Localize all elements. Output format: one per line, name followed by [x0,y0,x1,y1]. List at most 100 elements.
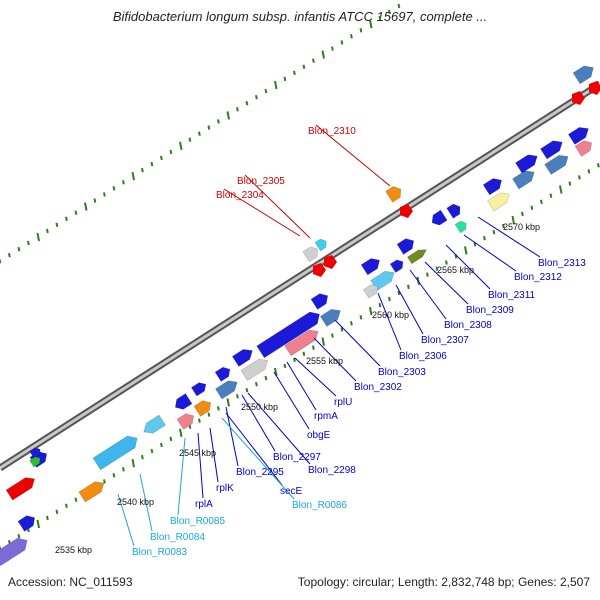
ring-dash [530,205,534,211]
ring-dash [103,192,106,197]
ring-dash [359,28,363,33]
gene-label: Blon_2297 [273,452,321,463]
ring-dash [283,363,287,369]
gene-features [0,65,600,566]
gene-label: Blon_2303 [378,367,426,378]
ring-dash [388,9,391,15]
ring-dash [55,509,59,515]
ring-dash [274,80,278,90]
ring-dash [46,515,49,521]
label-leader [177,437,186,516]
ring-dash [597,163,600,168]
ring-dash [378,302,382,308]
label-leader [223,188,301,237]
ring-dash [245,101,249,106]
ring-dash [8,253,11,258]
gene-feature [540,140,563,160]
ring-dash [492,229,496,235]
label-leader [139,473,153,532]
ring-dash [435,266,439,271]
gene-label: rplA [195,499,213,510]
map-title: Bifidobacterium longum subsp. infantis A… [112,9,488,24]
ring-dash [226,111,230,120]
ring-dash [397,290,401,296]
ring-dash [160,155,163,161]
gene-labels: Blon_2310 Blon_2305 Blon_2304 Blon_2313 Blon… [132,126,586,558]
ring-dash [397,3,401,9]
gene-feature [0,537,28,566]
gene-label: rpmA [314,411,338,422]
ring-dash [141,167,144,173]
gene-feature [314,238,327,252]
ring-dash [74,497,78,502]
gene-feature [5,477,35,501]
gene-feature [567,127,589,145]
label-leader-lines [117,124,541,547]
ring-dash [17,246,21,252]
ring-dash [27,240,30,246]
tick-label: 2545 kbp [179,448,216,458]
label-leader [117,493,135,547]
ring-dash [236,107,239,112]
ring-dash [93,198,97,203]
gene-feature [78,481,105,503]
ring-dash [321,50,325,59]
tick-label: 2540 kbp [117,497,154,507]
rrna-feature [313,263,326,277]
ring-dash [46,228,49,234]
label-leader [294,357,337,397]
ring-dash [65,503,68,508]
gene-feature [191,382,207,397]
ring-dash [74,210,78,215]
ring-dash [378,15,382,21]
gene-feature [363,284,379,299]
gene-label: obgE [307,430,331,441]
gene-feature [240,358,269,381]
label-leader [445,244,491,290]
gene-label: secE [280,486,303,497]
ring-dash [293,357,296,363]
tick-label: 2565 kbp [437,265,474,275]
gene-feature [454,220,467,234]
ring-dash [568,181,572,186]
ring-dash [207,125,211,130]
ring-dash [473,242,477,247]
gene-feature [431,209,448,226]
ring-dash [283,76,287,82]
label-leader [247,392,311,465]
label-leader [209,427,219,483]
ring-dash [540,199,543,204]
ring-dash [483,236,486,241]
ring-dash [36,232,40,242]
ring-dash [131,172,135,181]
ring-dash [445,260,448,265]
gene-feature [215,380,238,400]
gene-label: Blon_2312 [514,272,562,283]
ring-dash [302,351,306,356]
gene-label: Blon_2306 [399,351,447,362]
gene-feature [174,393,193,410]
ring-dash [578,175,581,180]
ring-dash [150,448,154,454]
rrna-feature [324,255,337,269]
gene-feature [319,309,341,327]
gene-feature [515,154,538,174]
gene-feature [214,366,231,382]
ring-dash [340,40,344,45]
tick-label: 2550 kbp [241,402,278,412]
ring-dash [293,70,296,76]
ring-dash [521,211,524,217]
ring-dash [55,222,59,228]
tick-label: 2570 kbp [503,222,540,232]
label-leader [334,319,381,367]
label-leader [273,371,310,430]
ring-dash [511,215,515,225]
gene-feature [92,435,138,471]
gene-feature [544,154,569,175]
label-leader [197,432,204,499]
accession-label: Accession: NC_011593 [8,575,133,589]
ring-dash [84,202,88,211]
ring-dash [169,436,173,442]
ring-dash [312,345,315,350]
